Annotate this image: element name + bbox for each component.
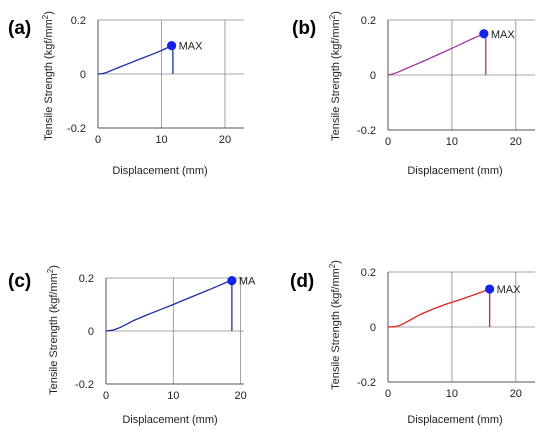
x-tick-label-c-1: 10	[167, 390, 179, 402]
y-tick-label-b-1: 0	[370, 70, 376, 82]
max-point-marker-c	[227, 276, 237, 286]
y-tick-label-c-0: -0.2	[75, 379, 94, 391]
panel-b: (b) Tensile Strength (kgf/mm2) Displacem…	[292, 11, 535, 177]
x-tick-label-c-2: 20	[235, 390, 247, 402]
x-tick-label-d-1: 10	[446, 388, 458, 400]
panel-a: (a) Tensile Strength (kgf/mm2) Displacem…	[8, 11, 244, 177]
panel-c: (c) Tensile Strength (kgf/mm2) Displacem…	[8, 265, 256, 426]
x-tick-label-b-0: 0	[385, 136, 391, 148]
y-tick-label-c-1: 0	[88, 326, 94, 338]
max-point-label-d: MAX	[497, 284, 521, 296]
max-point-marker-d	[485, 284, 495, 294]
max-point-marker-b	[479, 29, 489, 39]
x-tick-label-c-0: 0	[103, 390, 109, 402]
y-tick-label-a-0: -0.2	[67, 123, 86, 135]
y-axis-label-a: Tensile Strength (kgf/mm2)	[41, 11, 55, 141]
max-point-label-c: MA	[239, 276, 256, 288]
data-line-d	[387, 288, 490, 328]
panel-label-c: (c)	[8, 271, 31, 292]
x-tick-label-b-2: 20	[510, 136, 522, 148]
x-axis-label-c: Displacement (mm)	[122, 414, 217, 426]
y-axis-label-b: Tensile Strength (kgf/mm2)	[328, 11, 342, 141]
y-tick-label-b-0: -0.2	[357, 125, 376, 137]
y-axis-label-d: Tensile Strength (kgf/mm2)	[328, 260, 342, 390]
x-tick-label-a-2: 20	[219, 134, 231, 146]
panel-label-a: (a)	[8, 18, 31, 39]
panel-label-b: (b)	[292, 18, 316, 39]
x-tick-label-d-0: 0	[385, 388, 391, 400]
y-tick-label-d-2: 0.2	[361, 267, 376, 279]
max-point-label-a: MAX	[179, 41, 204, 53]
y-axis-label-c: Tensile Strength (kgf/mm2)	[46, 265, 60, 395]
panel-label-d: (d)	[290, 271, 314, 292]
y-tick-label-b-2: 0.2	[361, 15, 376, 27]
data-line-a	[97, 45, 172, 75]
data-line-c	[105, 279, 233, 332]
x-axis-label-a: Displacement (mm)	[112, 165, 207, 177]
data-line-b	[387, 33, 485, 76]
x-tick-label-b-1: 10	[446, 136, 458, 148]
y-tick-label-d-0: -0.2	[357, 377, 376, 389]
x-axis-label-b: Displacement (mm)	[407, 165, 502, 177]
x-tick-label-a-1: 10	[155, 134, 167, 146]
y-tick-label-c-2: 0.2	[79, 273, 94, 285]
max-point-marker-a	[167, 41, 177, 51]
panel-d: (d) Tensile Strength (kgf/mm2) Displacem…	[290, 260, 535, 426]
y-tick-label-d-1: 0	[370, 322, 376, 334]
y-tick-label-a-1: 0	[80, 69, 86, 81]
max-point-label-b: MAX	[491, 29, 516, 41]
x-tick-label-a-0: 0	[95, 134, 101, 146]
y-tick-label-a-2: 0.2	[71, 15, 86, 27]
x-tick-label-d-2: 20	[510, 388, 522, 400]
x-axis-label-d: Displacement (mm)	[407, 414, 502, 426]
